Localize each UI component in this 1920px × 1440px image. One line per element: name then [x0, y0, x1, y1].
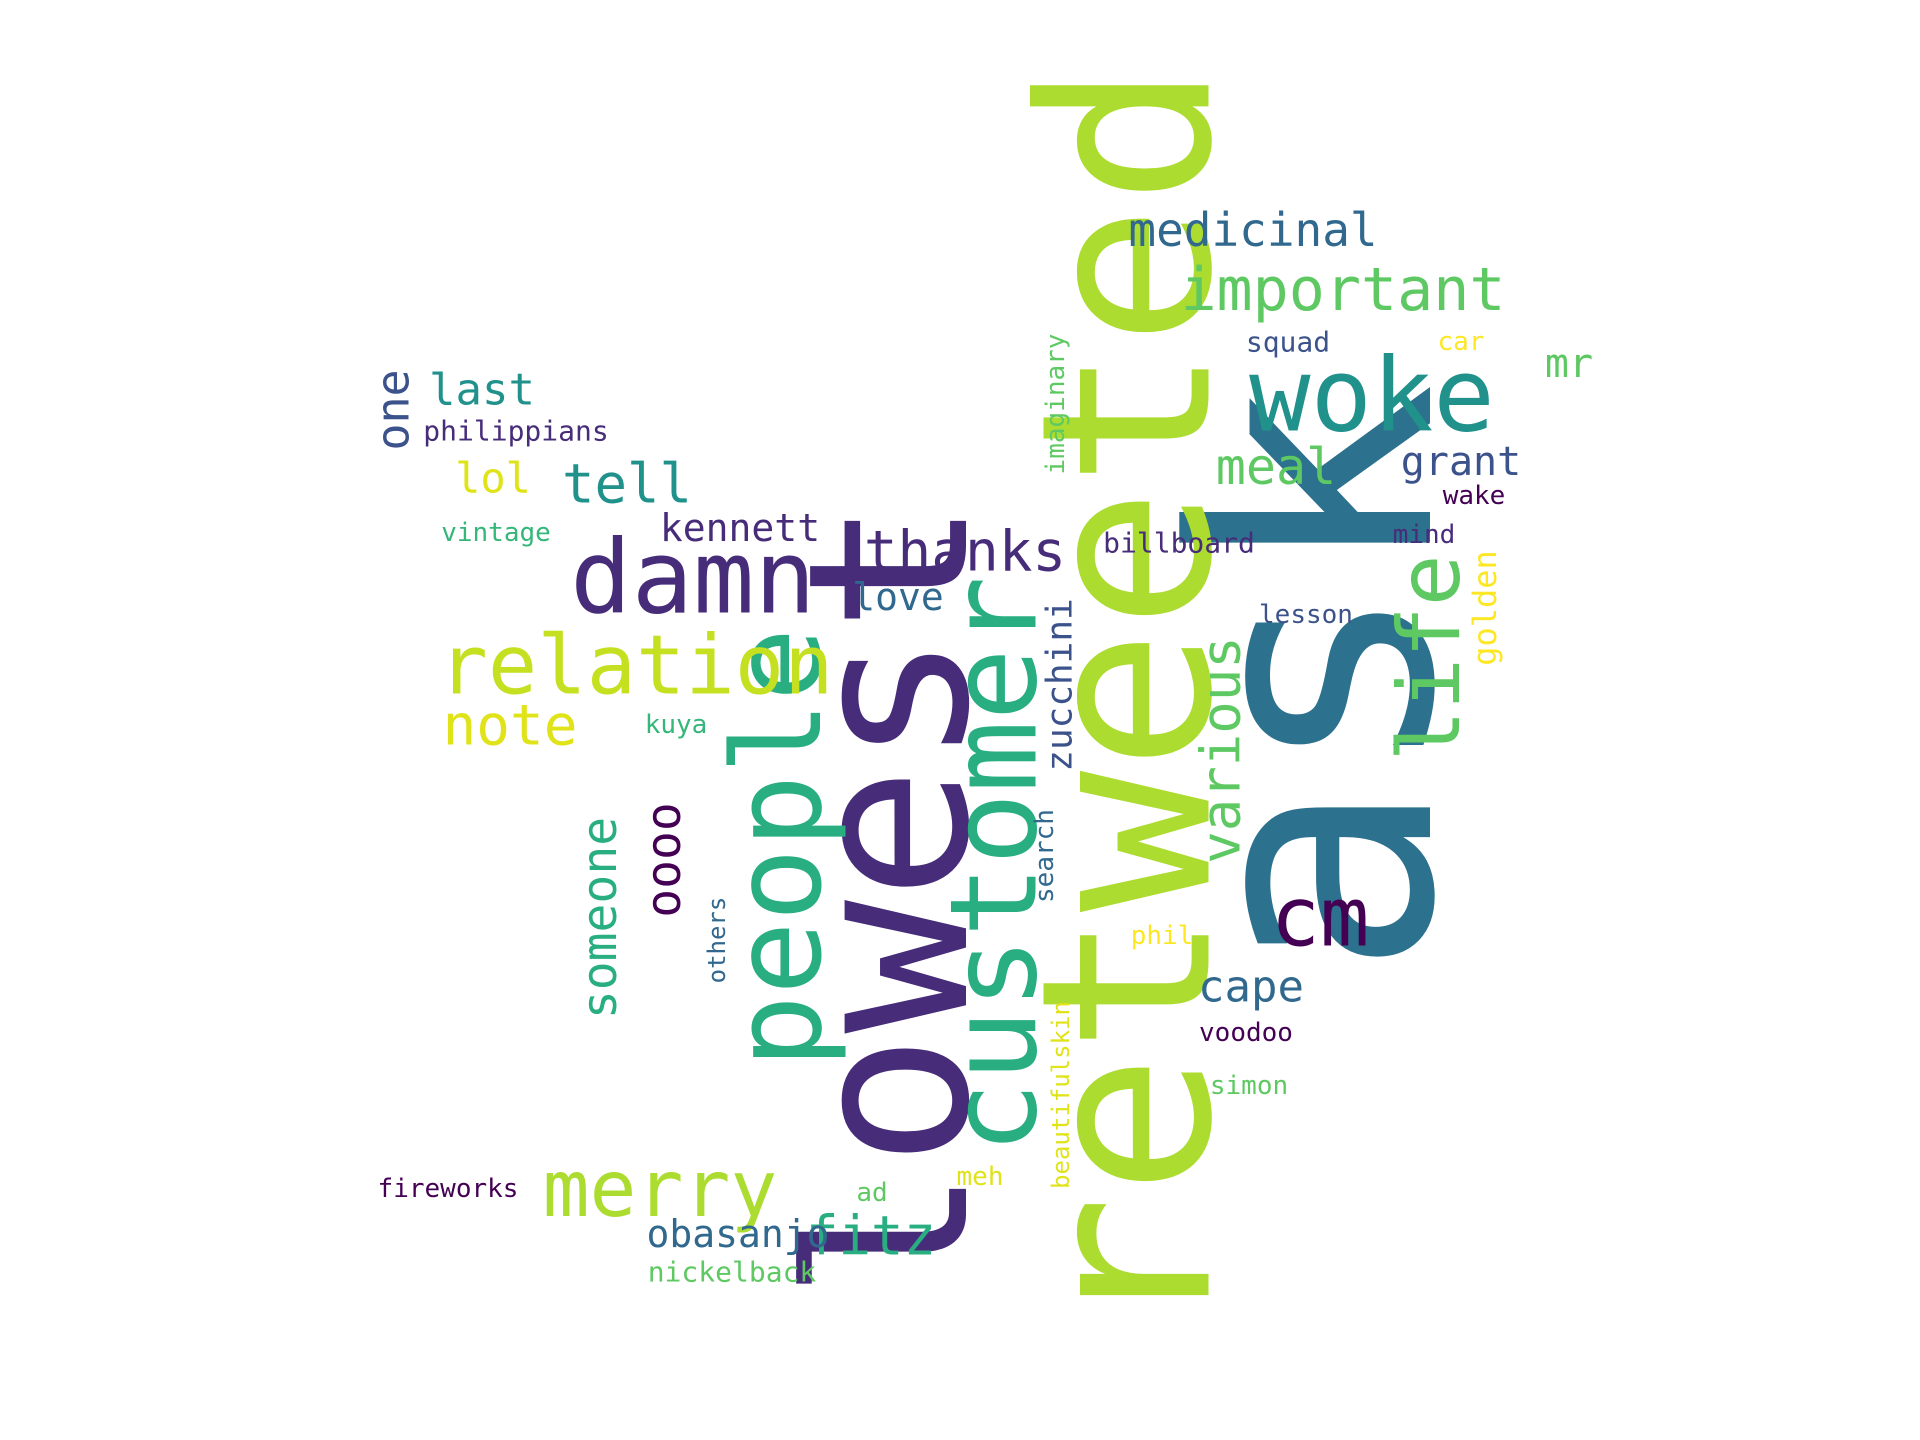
word-imaginary: imaginary — [1041, 334, 1071, 475]
word-cape: cape — [1198, 962, 1304, 1013]
word-squad: squad — [1246, 326, 1330, 359]
word-last: last — [429, 365, 535, 416]
word-obasanjo: obasanjo — [646, 1212, 829, 1256]
word-lowest: lowest — [761, 499, 1019, 1301]
word-love: love — [852, 575, 944, 619]
word-beautifulskin: beautifulskin — [1047, 1001, 1075, 1189]
word-tell: tell — [562, 453, 692, 516]
word-retweeted: retweeted — [992, 63, 1265, 1336]
word-meh: meh — [957, 1162, 1004, 1192]
word-philippians: philippians — [423, 415, 608, 448]
word-nickelback: nickelback — [648, 1256, 817, 1289]
word-kuya: kuya — [645, 710, 708, 740]
word-phil: phil — [1131, 921, 1194, 951]
word-people: people — [707, 628, 849, 1069]
word-someone: someone — [572, 817, 628, 1019]
word-meal: meal — [1216, 438, 1336, 496]
word-grant: grant — [1401, 439, 1521, 485]
word-life: life — [1380, 554, 1480, 761]
word-merry: merry — [543, 1145, 778, 1235]
word-mind: mind — [1393, 520, 1456, 550]
word-fireworks: fireworks — [378, 1174, 519, 1204]
word-customer: customer — [926, 576, 1065, 1154]
word-simon: simon — [1210, 1071, 1288, 1101]
word-lol: lol — [455, 454, 531, 503]
word-kennett: kennett — [660, 506, 820, 550]
word-one: one — [367, 369, 420, 450]
word-fitz: fitz — [806, 1205, 936, 1268]
word-others: others — [703, 897, 731, 984]
word-relation: relation — [439, 619, 834, 714]
word-billboard: billboard — [1103, 527, 1255, 560]
word-oooo: oooo — [636, 802, 692, 918]
word-car: car — [1438, 327, 1485, 357]
word-cm: cm — [1271, 871, 1370, 966]
word-damn: damn — [570, 519, 816, 638]
word-search: search — [1030, 809, 1060, 903]
word-woke: woke — [1249, 337, 1495, 456]
word-ask: ask — [1124, 382, 1508, 978]
word-important: important — [1180, 255, 1505, 325]
word-vintage: vintage — [441, 518, 551, 548]
word-various: various — [1190, 636, 1253, 864]
word-voodoo: voodoo — [1199, 1018, 1293, 1048]
word-note: note — [443, 694, 578, 759]
word-ad: ad — [856, 1178, 887, 1208]
word-zucchini: zucchini — [1040, 598, 1081, 771]
word-mr: mr — [1545, 341, 1593, 387]
word-lesson: lesson — [1259, 600, 1353, 630]
word-golden: golden — [1466, 550, 1504, 666]
word-wake: wake — [1443, 481, 1506, 511]
word-medicinal: medicinal — [1128, 203, 1377, 257]
word-thanks: thanks — [864, 520, 1066, 585]
